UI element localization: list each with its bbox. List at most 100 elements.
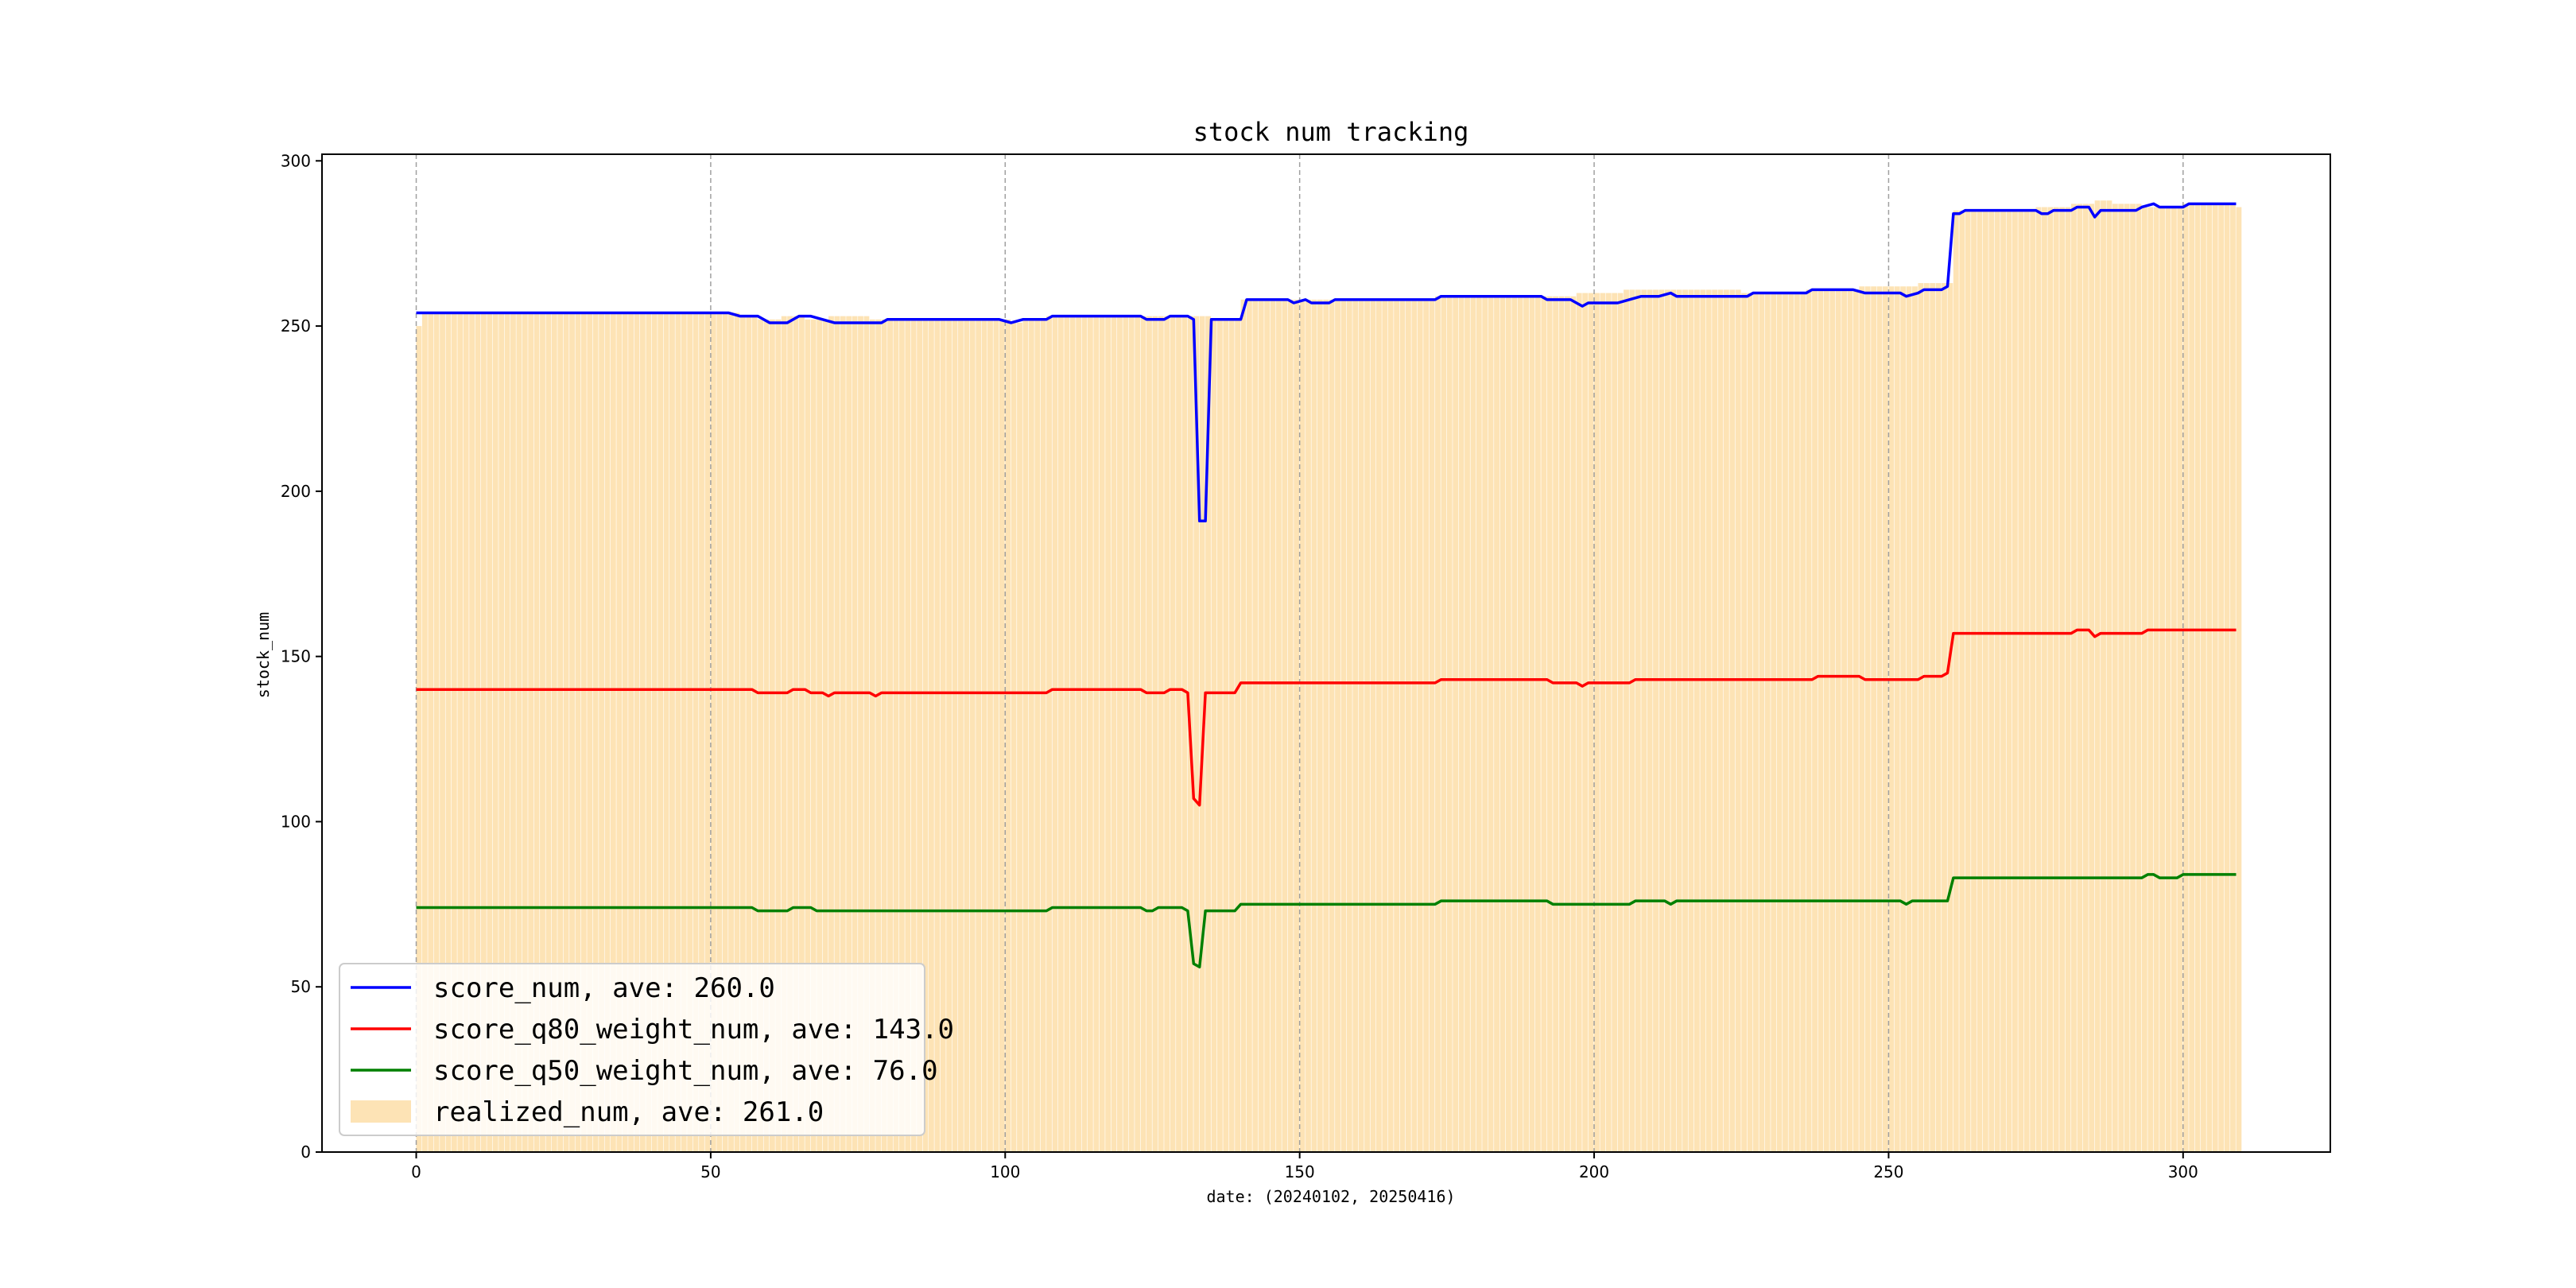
realized-bar <box>722 312 728 1153</box>
realized-bar <box>687 312 693 1153</box>
realized-bar <box>1565 296 1570 1153</box>
realized-bar <box>1864 286 1871 1153</box>
realized-bar <box>1705 289 1712 1152</box>
realized-bar <box>616 312 623 1153</box>
realized-bar <box>1123 316 1129 1152</box>
realized-bar <box>1057 316 1064 1152</box>
realized-bar <box>2182 204 2189 1153</box>
realized-bar <box>663 312 669 1153</box>
plot-frame <box>321 153 2331 1153</box>
realized-bar <box>1093 316 1100 1152</box>
realized-bar <box>1729 289 1736 1152</box>
realized-bar <box>1211 319 1217 1152</box>
realized-bar <box>1005 319 1011 1152</box>
realized-bar <box>1570 296 1577 1153</box>
realized-bar <box>1541 296 1547 1153</box>
realized-bar <box>651 312 658 1153</box>
realized-bar <box>1953 210 1959 1152</box>
realized-bar <box>875 319 882 1152</box>
realized-bar <box>710 312 716 1153</box>
realized-bar <box>551 312 557 1153</box>
realized-bar <box>2230 204 2236 1153</box>
realized-bar <box>1988 210 1995 1152</box>
realized-bar <box>817 319 823 1152</box>
realized-bar <box>1670 289 1677 1152</box>
realized-bar <box>1034 319 1041 1152</box>
realized-bar <box>934 319 941 1152</box>
realized-bar <box>846 316 852 1152</box>
realized-bar <box>1641 289 1647 1152</box>
realized-bar <box>481 312 487 1153</box>
realized-bar <box>1258 299 1264 1153</box>
realized-bar <box>1771 293 1777 1152</box>
realized-bar <box>1176 316 1181 1152</box>
realized-bar <box>1370 299 1376 1153</box>
realized-bar <box>1193 316 1200 1152</box>
series-line <box>416 873 2237 969</box>
realized-bar <box>1906 286 1912 1153</box>
realized-bar <box>675 312 681 1153</box>
realized-bar <box>728 312 734 1153</box>
realized-bar <box>987 319 993 1152</box>
realized-bar <box>2012 210 2018 1152</box>
realized-bar <box>1181 316 1188 1152</box>
realized-bar <box>1076 316 1081 1152</box>
realized-bar <box>1829 289 1836 1152</box>
realized-bar <box>1358 299 1364 1153</box>
legend-entry: score_q80_weight_num, ave: 143.0 <box>433 1014 954 1046</box>
realized-bar <box>958 319 964 1152</box>
realized-bar <box>793 316 799 1152</box>
realized-bar <box>2006 210 2012 1152</box>
realized-bar <box>1942 283 1947 1152</box>
realized-bar <box>569 312 575 1153</box>
realized-bar <box>1140 316 1146 1152</box>
realized-bar <box>1158 316 1164 1152</box>
realized-bar <box>1164 316 1170 1152</box>
realized-bar <box>1488 296 1494 1153</box>
realized-bar <box>893 319 899 1152</box>
realized-bar <box>587 312 593 1153</box>
realized-bar <box>1235 319 1240 1152</box>
realized-bar <box>1511 296 1518 1153</box>
realized-bar <box>563 312 569 1153</box>
realized-bar <box>746 316 752 1152</box>
realized-bar <box>1170 316 1176 1152</box>
y-tick-label: 200 <box>281 482 311 501</box>
realized-bar <box>2224 204 2230 1153</box>
realized-bar <box>475 312 481 1153</box>
realized-bar <box>2000 210 2006 1152</box>
realized-bar <box>1011 322 1017 1153</box>
realized-bar <box>1387 299 1394 1153</box>
realized-bar <box>1529 296 1535 1153</box>
realized-bar <box>1553 296 1559 1153</box>
realized-bar <box>881 319 887 1152</box>
realized-bar <box>1375 299 1382 1153</box>
realized-bar <box>628 312 634 1153</box>
realized-bar <box>2236 207 2242 1152</box>
realized-bar <box>852 316 858 1152</box>
realized-bar <box>1364 299 1370 1153</box>
realized-bar <box>1352 299 1359 1153</box>
realized-bar <box>1965 210 1971 1152</box>
legend-entry: score_num, ave: 260.0 <box>433 972 775 1004</box>
x-tick-label: 0 <box>411 1162 421 1181</box>
realized-bar <box>1806 289 1812 1152</box>
realized-bar <box>1329 299 1335 1153</box>
realized-bar <box>2218 204 2225 1153</box>
realized-bar <box>1700 289 1706 1152</box>
realized-bar <box>1240 299 1247 1153</box>
realized-bar <box>1594 293 1600 1152</box>
realized-bar <box>487 312 493 1153</box>
realized-bar <box>416 326 422 1153</box>
realized-bar <box>445 312 452 1153</box>
series-line <box>416 202 2237 523</box>
realized-bar <box>1693 289 1700 1152</box>
realized-bar <box>1146 316 1152 1152</box>
realized-bar <box>2077 204 2083 1153</box>
realized-bar <box>440 312 445 1153</box>
realized-bar <box>1105 316 1111 1152</box>
realized-bar <box>2124 204 2130 1153</box>
realized-bar <box>2042 207 2047 1152</box>
realized-bar <box>640 312 646 1153</box>
realized-bar <box>2082 204 2089 1153</box>
